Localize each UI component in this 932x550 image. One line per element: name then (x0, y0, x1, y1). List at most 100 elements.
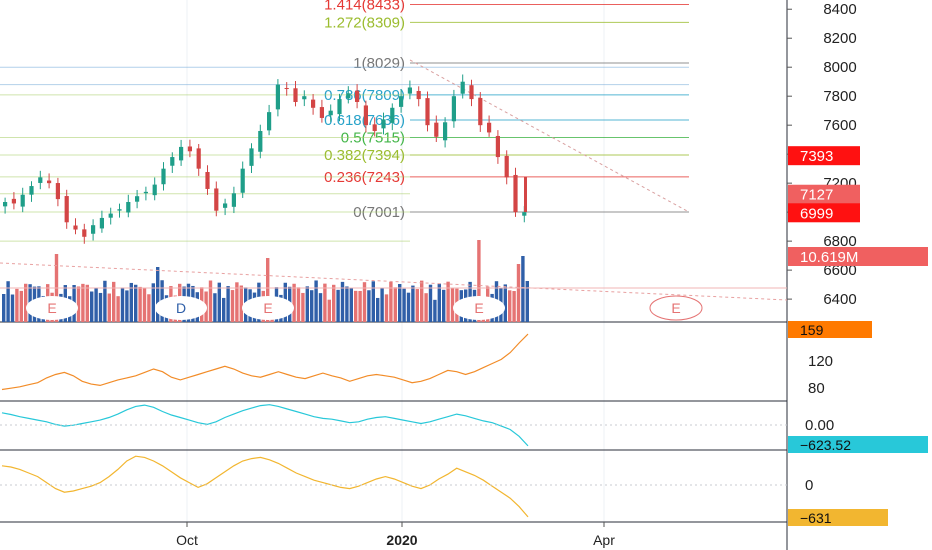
candle-body (451, 96, 456, 122)
candle-body (275, 84, 280, 110)
earnings-marker (155, 296, 207, 320)
candle-body (346, 93, 351, 99)
volume-bar (116, 296, 120, 322)
volume-bar (411, 285, 415, 322)
earnings-marker (649, 295, 703, 321)
volume-bar (318, 293, 323, 322)
y-tick-label: 8000 (823, 59, 856, 76)
volume-bar (98, 292, 103, 322)
volume-bar (292, 283, 296, 322)
candle-body (434, 122, 439, 137)
last-value-badge-label: 159 (800, 322, 824, 338)
volume-bar (332, 284, 336, 322)
fib-level-label: 1.272(8309) (324, 14, 405, 31)
candle-body (240, 168, 245, 193)
candle-body (495, 135, 500, 158)
candle-body (425, 98, 430, 126)
volume-bar (266, 258, 270, 322)
candle-body (302, 96, 307, 100)
candle-body (443, 122, 448, 141)
candle-body (117, 209, 122, 211)
candle-body (513, 174, 518, 213)
earnings-marker-label: E (263, 300, 272, 316)
indicator-2-line (1, 404, 529, 447)
volume-bar (371, 281, 375, 322)
indicator-3-line (1, 455, 529, 518)
candle-body (99, 217, 104, 229)
candle-body (231, 193, 236, 207)
candle-body (179, 146, 184, 161)
price-badge (788, 146, 860, 166)
volume-bar (147, 294, 151, 322)
volume-bar (217, 282, 221, 322)
chart-grid (0, 0, 788, 550)
earnings-marker-label: E (474, 300, 483, 316)
indicator-1-line (1, 333, 529, 391)
earnings-marker (453, 296, 505, 320)
candle-body (460, 81, 465, 94)
candle-body (73, 225, 78, 230)
volume-bar (358, 290, 362, 322)
candle-body (355, 90, 360, 102)
volume-bar (129, 282, 133, 322)
candle-body (47, 180, 52, 184)
volume-bar (336, 289, 340, 322)
candle-body (372, 124, 377, 131)
volume-bar (340, 281, 345, 322)
earnings-marker (26, 296, 78, 320)
volume-bar (424, 293, 428, 322)
candle-body (337, 99, 342, 115)
volume-bar (90, 291, 94, 322)
volume-bar (125, 290, 129, 322)
volume-bar (107, 293, 111, 322)
y-tick-label: 8200 (823, 30, 856, 47)
volume-bar (380, 287, 384, 322)
candle-body (407, 87, 412, 94)
y-tick-label: 7600 (823, 117, 856, 134)
y-tick-label: 0 (805, 477, 813, 494)
volume-bar (442, 289, 446, 322)
volume-bar (428, 284, 433, 322)
candle-body (284, 88, 289, 90)
volume-bar (406, 292, 411, 322)
x-tick-label: Apr (593, 532, 615, 548)
volume-bar (402, 288, 406, 322)
candle-body (267, 112, 272, 131)
volume-bar (327, 299, 331, 322)
volume-bar (345, 286, 349, 322)
earnings-marker (242, 296, 294, 320)
candle-body (126, 201, 131, 213)
volume-bar (323, 283, 327, 322)
price-badge-label: 7393 (800, 148, 833, 165)
volume-bar (222, 297, 226, 322)
volume-bar (226, 286, 230, 322)
y-tick-label: 120 (808, 353, 833, 370)
volume-bar (296, 287, 301, 322)
candle-body (214, 188, 219, 211)
volume-bar (112, 281, 116, 322)
y-tick-label: 8400 (823, 1, 856, 18)
volume-bar (310, 290, 314, 322)
volume-bar (477, 240, 481, 322)
candle-body (390, 107, 395, 123)
volume-bar (384, 294, 389, 322)
y-tick-label: 7800 (823, 88, 856, 105)
last-value-badge (788, 436, 928, 453)
volume-bar (525, 280, 529, 322)
volume-bar (512, 291, 516, 322)
candle-body (293, 88, 298, 102)
earnings-marker-label: E (47, 300, 56, 316)
volume-bar (314, 280, 318, 322)
volume-bar (516, 264, 521, 322)
price-badge-label: 7127 (800, 187, 833, 204)
price-badge (788, 184, 860, 204)
volume-trendline (0, 262, 788, 301)
candle-body (55, 183, 60, 200)
candle-body (487, 122, 492, 133)
candle-body (82, 229, 87, 237)
candle-body (524, 176, 527, 212)
volume-bar (24, 283, 28, 322)
candle-body (11, 198, 16, 204)
candle-body (3, 201, 8, 207)
